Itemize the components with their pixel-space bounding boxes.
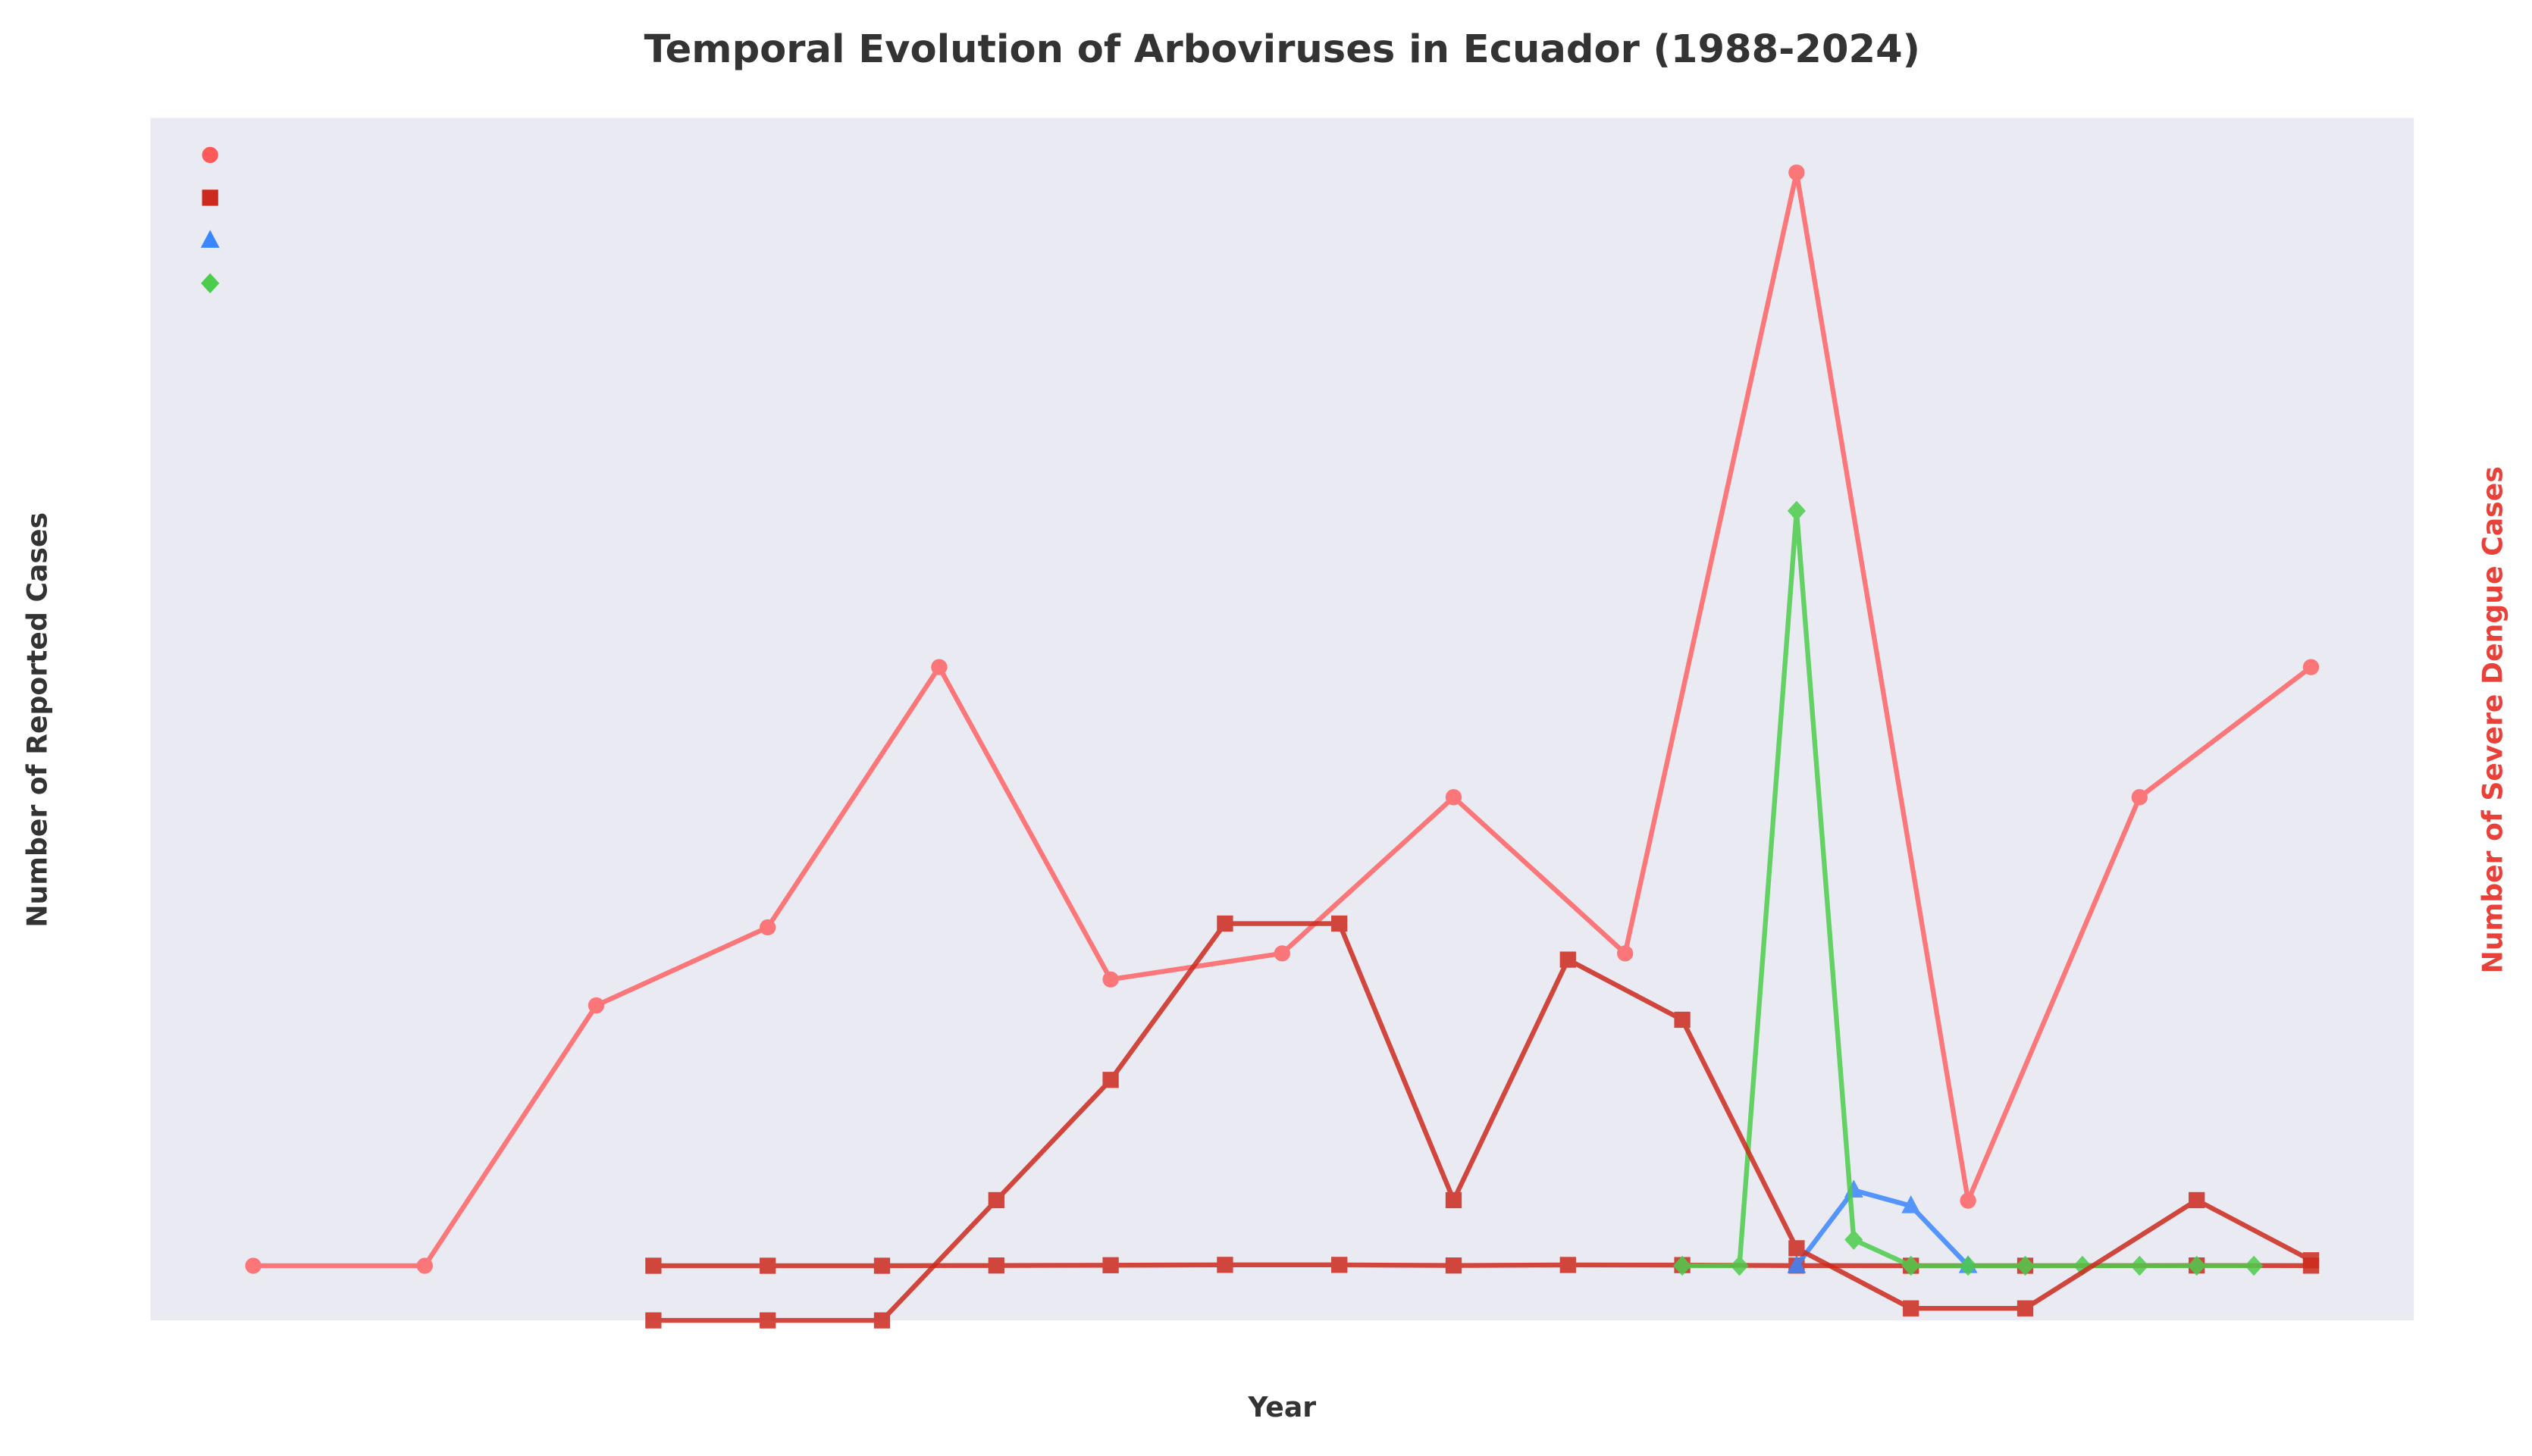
marker [1445,1191,1462,1209]
marker [1787,500,1806,521]
marker [1787,1254,1807,1273]
marker [2016,1255,2035,1276]
marker [1559,1257,1576,1273]
series-line [1794,1188,1970,1268]
marker [1730,1255,1749,1276]
marker [1217,915,1233,932]
marker [645,1257,662,1274]
marker [2302,659,2320,675]
chart-title: Temporal Evolution of Arboviruses in Ecu… [644,27,1920,72]
series [245,164,2320,1274]
marker [1445,789,1462,806]
marker [760,1257,776,1274]
marker [2302,1252,2320,1269]
marker [1331,1257,1348,1273]
series [1673,500,2264,1276]
marker [1617,945,1634,962]
marker [1102,1072,1119,1088]
marker [2245,1255,2264,1276]
marker [1788,1240,1805,1257]
marker [1903,1300,1919,1317]
marker [1901,1255,1920,1276]
marker [1331,915,1348,932]
marker [202,189,218,206]
marker [1844,1229,1863,1250]
marker [931,659,948,675]
marker [1959,1255,1978,1276]
marker [2130,1255,2149,1276]
marker [645,1312,662,1329]
marker [2131,789,2148,806]
marker [1960,1192,1976,1209]
marker [1901,1195,1921,1213]
marker [1217,1257,1233,1273]
y-axis-label: Number of Reported Cases [20,512,53,928]
marker [2189,1191,2205,1209]
marker [245,1257,262,1274]
marker [873,1312,891,1329]
marker [1673,1255,1692,1276]
marker [1445,1257,1462,1274]
x-axis-label: Year [1247,1391,1316,1423]
marker [202,146,218,164]
y2-axis-label: Number of Severe Dengue Cases [2477,466,2509,973]
marker [1788,164,1805,181]
marker [1102,971,1119,988]
marker [988,1191,1004,1209]
marker [873,1257,891,1274]
marker [760,1312,776,1329]
marker [1674,1011,1691,1029]
marker [1274,945,1290,962]
marker [2187,1255,2206,1276]
marker [200,230,220,248]
marker [201,273,220,294]
marker [760,919,776,936]
marker [588,997,605,1014]
marker [1559,951,1576,968]
marker [988,1257,1004,1274]
plot-area [150,117,2414,1321]
marker [1102,1257,1119,1273]
series [645,915,2320,1329]
marker [416,1257,433,1274]
marker [2017,1300,2034,1317]
